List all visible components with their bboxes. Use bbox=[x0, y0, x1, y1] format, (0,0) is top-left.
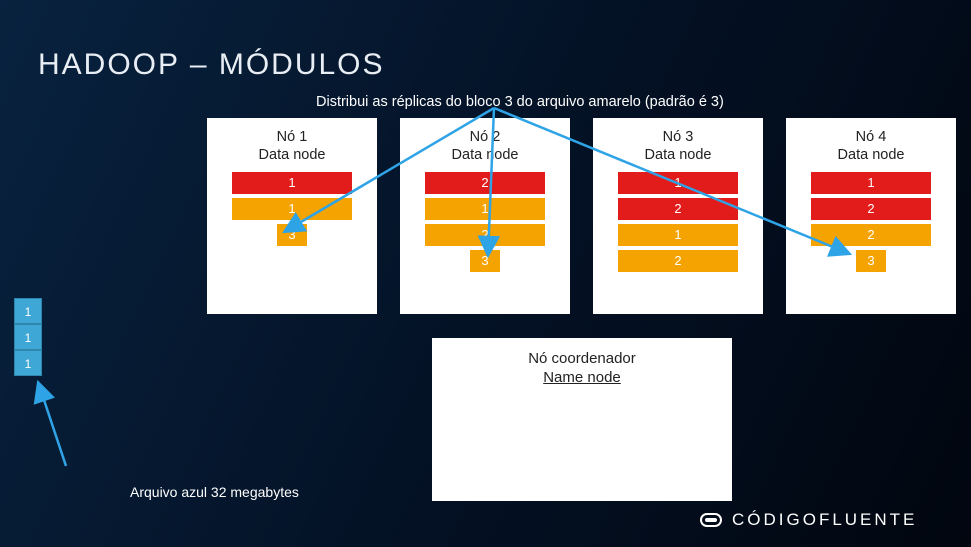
data-node-panel: Nó 4Data node 1 2 2 3 bbox=[786, 118, 956, 314]
block-stack: 1 1 3 bbox=[207, 172, 377, 246]
coordinator-subtitle: Name node bbox=[543, 369, 621, 386]
data-block: 1 bbox=[425, 198, 545, 220]
node-title: Nó 4Data node bbox=[786, 128, 956, 164]
data-block: 2 bbox=[811, 224, 931, 246]
distribution-caption: Distribui as réplicas do bloco 3 do arqu… bbox=[316, 94, 724, 110]
node-title: Nó 2Data node bbox=[400, 128, 570, 164]
data-block: 1 bbox=[811, 172, 931, 194]
data-block: 1 bbox=[232, 198, 352, 220]
data-block: 3 bbox=[470, 250, 500, 272]
data-node-panel: Nó 3Data node 1 2 1 2 bbox=[593, 118, 763, 314]
brand-logo: CÓDIGOFLUENTE bbox=[700, 510, 917, 530]
blue-file-block: 1 bbox=[14, 298, 42, 324]
data-block: 3 bbox=[856, 250, 886, 272]
block-stack: 1 2 1 2 bbox=[593, 172, 763, 272]
blue-file-caption: Arquivo azul 32 megabytes bbox=[130, 484, 299, 500]
blue-file-stack: 111 bbox=[14, 298, 42, 376]
block-stack: 1 2 2 3 bbox=[786, 172, 956, 272]
slide-title: HADOOP – MÓDULOS bbox=[38, 48, 385, 82]
data-node-panel: Nó 1Data node 1 1 3 bbox=[207, 118, 377, 314]
data-block: 3 bbox=[277, 224, 307, 246]
block-stack: 2 1 2 3 bbox=[400, 172, 570, 272]
blue-file-block: 1 bbox=[14, 324, 42, 350]
data-block: 2 bbox=[425, 172, 545, 194]
data-block: 1 bbox=[618, 224, 738, 246]
data-block: 2 bbox=[618, 198, 738, 220]
brand-logo-icon bbox=[700, 513, 722, 527]
coordinator-title: Nó coordenador bbox=[432, 350, 732, 367]
coordinator-panel: Nó coordenador Name node bbox=[432, 338, 732, 501]
blue-file-block: 1 bbox=[14, 350, 42, 376]
data-block: 1 bbox=[618, 172, 738, 194]
brand-logo-text: CÓDIGOFLUENTE bbox=[732, 510, 917, 530]
data-block: 2 bbox=[425, 224, 545, 246]
data-block: 1 bbox=[232, 172, 352, 194]
data-node-panel: Nó 2Data node 2 1 2 3 bbox=[400, 118, 570, 314]
node-title: Nó 1Data node bbox=[207, 128, 377, 164]
data-block: 2 bbox=[618, 250, 738, 272]
data-block: 2 bbox=[811, 198, 931, 220]
node-title: Nó 3Data node bbox=[593, 128, 763, 164]
